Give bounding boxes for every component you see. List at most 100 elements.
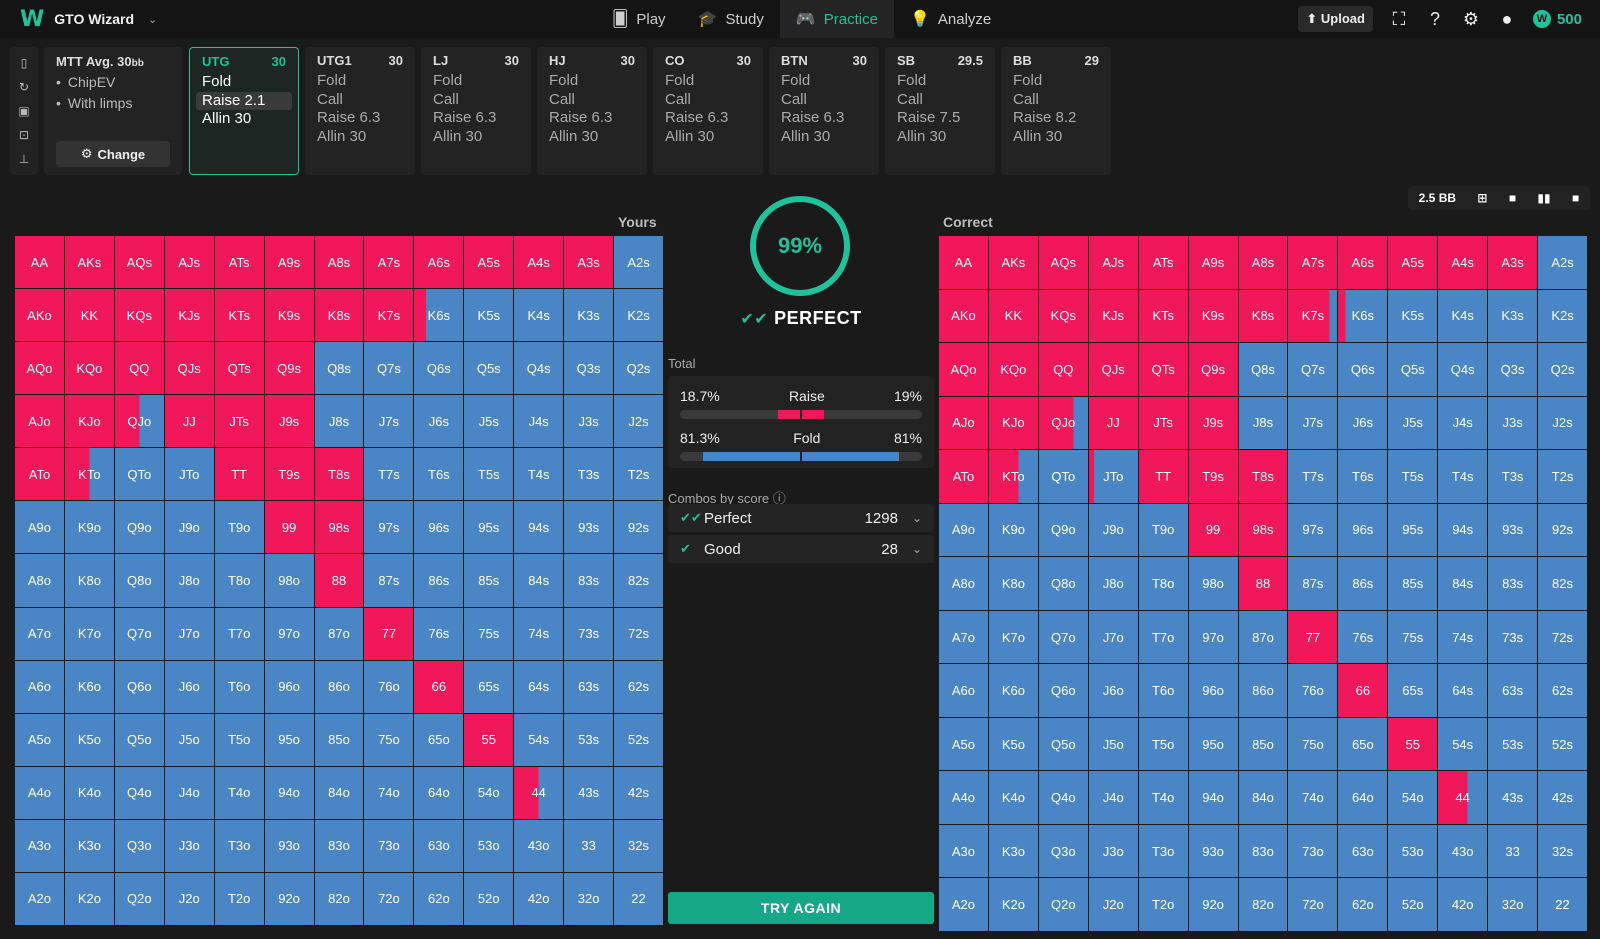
yours-hand-cell[interactable]: A6s <box>414 236 464 289</box>
yours-hand-cell[interactable]: T8s <box>314 448 364 501</box>
position-action[interactable]: Raise 6.3 <box>317 109 381 126</box>
position-action[interactable]: Raise 7.5 <box>897 109 961 126</box>
position-action[interactable]: Fold <box>317 72 347 89</box>
split-view-icon[interactable]: ▮▮ <box>1537 191 1551 205</box>
position-card-sb[interactable]: SB 29.5 Fold Call Raise 7.5 Allin 30 <box>885 47 995 175</box>
correct-hand-cell[interactable]: 66 <box>1338 664 1388 717</box>
correct-hand-cell[interactable]: Q7o <box>1038 610 1088 664</box>
change-button[interactable]: ⚙ Change <box>56 141 170 167</box>
account-icon[interactable]: ● <box>1501 8 1513 29</box>
correct-hand-cell[interactable]: K7o <box>988 610 1038 664</box>
correct-hand-cell[interactable]: 76o <box>1288 664 1338 717</box>
yours-hand-cell[interactable]: 99 <box>264 501 314 554</box>
yours-hand-cell[interactable]: 73s <box>564 607 614 660</box>
yours-hand-cell[interactable]: A7s <box>364 236 414 289</box>
correct-hand-cell[interactable]: 87o <box>1238 610 1288 664</box>
correct-hand-cell[interactable]: T6o <box>1138 664 1188 717</box>
correct-hand-cell[interactable]: T2s <box>1538 450 1587 503</box>
yours-hand-cell[interactable]: K9o <box>64 501 114 554</box>
correct-hand-cell[interactable]: A8s <box>1238 236 1288 289</box>
yours-hand-cell[interactable]: A8o <box>15 554 64 607</box>
yours-hand-cell[interactable]: 64o <box>414 766 464 819</box>
correct-hand-cell[interactable]: A2s <box>1538 236 1587 289</box>
yours-hand-cell[interactable]: 64s <box>514 660 564 713</box>
correct-hand-cell[interactable]: T5o <box>1138 717 1188 771</box>
correct-hand-cell[interactable]: A6o <box>939 664 988 717</box>
yours-hand-cell[interactable]: Q5s <box>464 342 514 395</box>
correct-hand-cell[interactable]: T5s <box>1388 450 1438 503</box>
yours-hand-cell[interactable]: 82o <box>314 872 364 925</box>
yours-hand-cell[interactable]: T9s <box>264 448 314 501</box>
correct-hand-cell[interactable]: J5o <box>1088 717 1138 771</box>
yours-hand-cell[interactable]: 98s <box>314 501 364 554</box>
yours-hand-cell[interactable]: AQs <box>114 236 164 289</box>
yours-hand-cell[interactable]: KJo <box>64 395 114 448</box>
correct-hand-cell[interactable]: 99 <box>1188 503 1238 557</box>
yours-hand-cell[interactable]: J7s <box>364 395 414 448</box>
correct-hand-cell[interactable]: K9o <box>988 503 1038 557</box>
correct-hand-cell[interactable]: 54s <box>1438 717 1488 771</box>
correct-hand-cell[interactable]: Q5s <box>1388 343 1438 396</box>
single-view-icon[interactable]: ■ <box>1508 191 1517 205</box>
yours-hand-cell[interactable]: A2o <box>15 872 64 925</box>
yours-hand-cell[interactable]: T7o <box>214 607 264 660</box>
yours-hand-cell[interactable]: 75s <box>464 607 514 660</box>
nav-play[interactable]: 🂠 Play <box>612 10 666 29</box>
position-action[interactable]: Call <box>317 90 343 108</box>
expand-icon[interactable]: ⊥ <box>18 152 30 166</box>
correct-hand-cell[interactable]: ATo <box>939 450 988 503</box>
correct-hand-cell[interactable]: K6o <box>988 664 1038 717</box>
yours-hand-cell[interactable]: JTs <box>214 395 264 448</box>
correct-hand-cell[interactable]: 43s <box>1488 771 1538 824</box>
correct-hand-cell[interactable]: 93o <box>1188 824 1238 878</box>
correct-hand-cell[interactable]: K8o <box>988 557 1038 610</box>
correct-hand-cell[interactable]: 64o <box>1338 771 1388 824</box>
correct-hand-cell[interactable]: K8s <box>1238 289 1288 343</box>
yours-hand-cell[interactable]: K2s <box>614 289 663 342</box>
yours-hand-cell[interactable]: J5s <box>464 395 514 448</box>
position-action[interactable]: Allin 30 <box>781 127 831 145</box>
correct-hand-cell[interactable]: A5s <box>1388 236 1438 289</box>
save-icon[interactable]: ▣ <box>18 104 30 118</box>
correct-hand-cell[interactable]: 87s <box>1288 557 1338 610</box>
yours-hand-cell[interactable]: T8o <box>214 554 264 607</box>
yours-hand-cell[interactable]: Q8s <box>314 342 364 395</box>
yours-hand-cell[interactable]: 65s <box>464 660 514 713</box>
correct-hand-cell[interactable]: 44 <box>1438 771 1488 824</box>
yours-hand-cell[interactable]: 73o <box>364 819 414 872</box>
yours-hand-cell[interactable]: QJs <box>164 342 214 395</box>
yours-hand-cell[interactable]: QTo <box>114 448 164 501</box>
yours-hand-cell[interactable]: K4o <box>64 766 114 819</box>
position-card-hj[interactable]: HJ 30 Fold Call Raise 6.3 Allin 30 <box>537 47 647 175</box>
correct-hand-cell[interactable]: T2o <box>1138 878 1188 931</box>
yours-hand-cell[interactable]: AJo <box>15 395 64 448</box>
position-card-utg1[interactable]: UTG1 30 Fold Call Raise 6.3 Allin 30 <box>305 47 415 175</box>
yours-hand-cell[interactable]: 22 <box>614 872 663 925</box>
yours-hand-cell[interactable]: J6o <box>164 660 214 713</box>
correct-hand-cell[interactable]: 93s <box>1488 503 1538 557</box>
yours-hand-cell[interactable]: T5s <box>464 448 514 501</box>
yours-hand-cell[interactable]: Q9o <box>114 501 164 554</box>
yours-hand-cell[interactable]: Q7s <box>364 342 414 395</box>
correct-hand-cell[interactable]: JTo <box>1088 450 1138 503</box>
yours-hand-cell[interactable]: K3s <box>564 289 614 342</box>
nav-practice[interactable]: 🎮 Practice <box>779 0 894 38</box>
correct-hand-cell[interactable]: T8o <box>1138 557 1188 610</box>
position-action[interactable]: Raise 6.3 <box>549 109 613 126</box>
yours-hand-cell[interactable]: T3o <box>214 819 264 872</box>
correct-hand-cell[interactable]: T3s <box>1488 450 1538 503</box>
correct-hand-cell[interactable]: 73s <box>1488 610 1538 664</box>
yours-hand-cell[interactable]: T6o <box>214 660 264 713</box>
correct-hand-cell[interactable]: 83o <box>1238 824 1288 878</box>
correct-hand-cell[interactable]: A3s <box>1488 236 1538 289</box>
correct-hand-cell[interactable]: 72o <box>1288 878 1338 931</box>
yours-hand-cell[interactable]: A5s <box>464 236 514 289</box>
yours-hand-cell[interactable]: 94s <box>514 501 564 554</box>
yours-hand-cell[interactable]: J3s <box>564 395 614 448</box>
yours-hand-cell[interactable]: T7s <box>364 448 414 501</box>
correct-hand-cell[interactable]: A9s <box>1188 236 1238 289</box>
yours-hand-cell[interactable]: 33 <box>564 819 614 872</box>
correct-hand-cell[interactable]: K5o <box>988 717 1038 771</box>
correct-hand-cell[interactable]: T8s <box>1238 450 1288 503</box>
correct-hand-cell[interactable]: J6o <box>1088 664 1138 717</box>
